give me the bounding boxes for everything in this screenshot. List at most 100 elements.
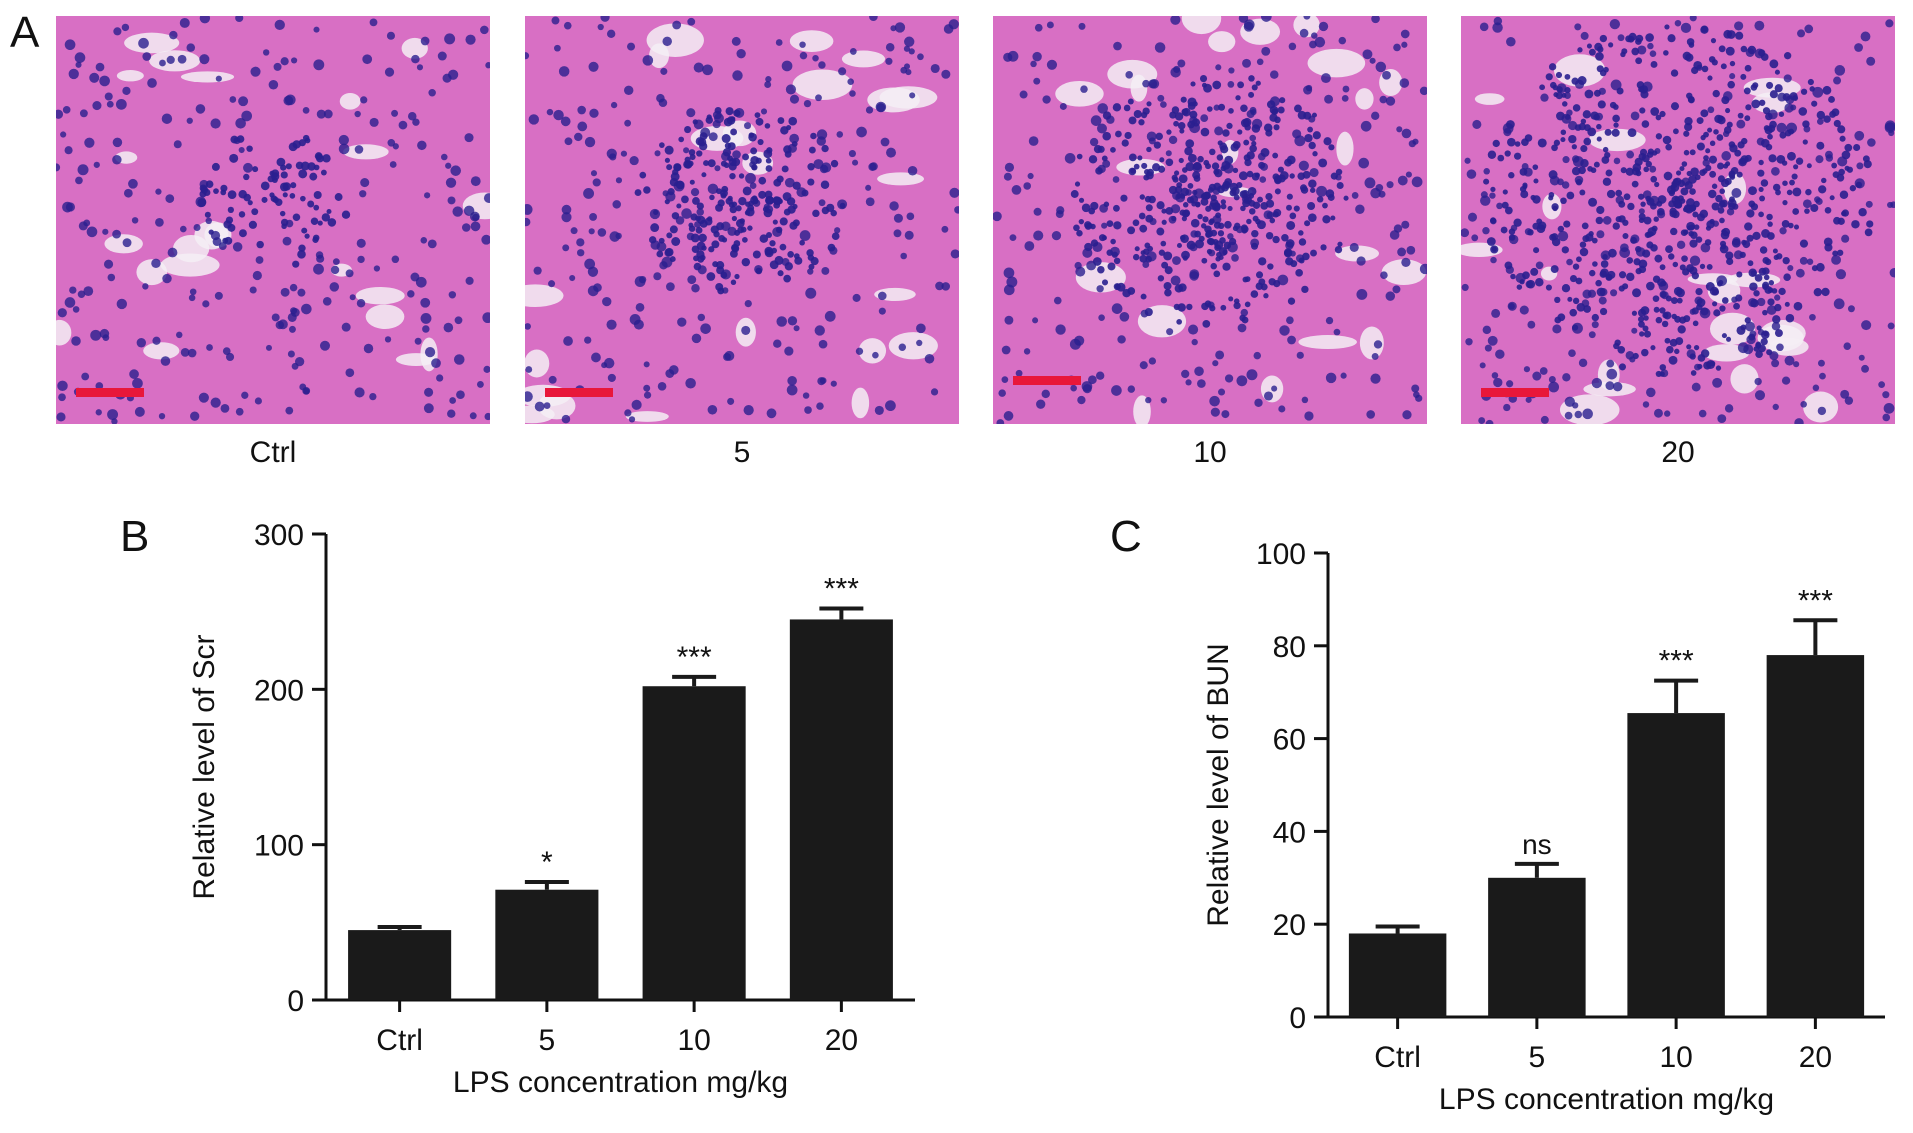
nucleus — [1027, 172, 1034, 180]
nucleus — [1606, 368, 1618, 380]
nucleus — [1396, 126, 1403, 133]
tubule-lumen — [143, 342, 180, 360]
nucleus — [1712, 377, 1723, 388]
nucleus — [302, 107, 310, 114]
infiltrate-nucleus — [1483, 178, 1490, 185]
nucleus — [1271, 385, 1278, 392]
infiltrate-nucleus — [1650, 107, 1660, 116]
nucleus — [384, 336, 392, 343]
infiltrate-nucleus — [1596, 287, 1606, 297]
nucleus — [1638, 208, 1645, 215]
infiltrate-nucleus — [1788, 128, 1795, 135]
infiltrate-nucleus — [1301, 285, 1309, 294]
nucleus — [1578, 358, 1588, 368]
infiltrate-nucleus — [1751, 99, 1761, 109]
infiltrate-nucleus — [733, 109, 741, 117]
nucleus — [736, 48, 746, 59]
nucleus — [93, 161, 100, 168]
infiltrate-nucleus — [742, 186, 752, 196]
nucleus — [338, 143, 350, 155]
infiltrate-nucleus — [1274, 188, 1281, 195]
infiltrate-nucleus — [1774, 69, 1780, 75]
nucleus — [1609, 18, 1621, 30]
nucleus — [369, 117, 379, 127]
infiltrate-nucleus — [1638, 265, 1647, 274]
infiltrate-nucleus — [1689, 224, 1695, 230]
nucleus — [158, 412, 166, 420]
infiltrate-nucleus — [1173, 303, 1181, 311]
infiltrate-nucleus — [1177, 121, 1186, 130]
infiltrate-nucleus — [807, 163, 815, 171]
tubule-lumen — [56, 319, 72, 346]
infiltrate-nucleus — [1635, 34, 1644, 43]
nucleus — [1478, 417, 1486, 424]
infiltrate-nucleus — [727, 195, 733, 201]
infiltrate-nucleus — [1631, 310, 1638, 316]
infiltrate-nucleus — [1689, 266, 1698, 275]
nucleus — [1101, 222, 1108, 229]
infiltrate-nucleus — [1232, 167, 1239, 174]
nucleus — [232, 242, 243, 252]
infiltrate-nucleus — [1309, 187, 1316, 193]
scale-bar — [76, 388, 144, 397]
infiltrate-nucleus — [197, 198, 207, 208]
nucleus — [1776, 343, 1784, 352]
infiltrate-nucleus — [1140, 293, 1147, 300]
infiltrate-nucleus — [1318, 158, 1328, 168]
infiltrate-nucleus — [1115, 130, 1122, 138]
infiltrate-nucleus — [1603, 66, 1609, 73]
infiltrate-nucleus — [653, 209, 659, 215]
nucleus — [1030, 60, 1037, 68]
y-tick-label: 0 — [287, 985, 304, 1018]
infiltrate-nucleus — [1277, 166, 1285, 173]
infiltrate-nucleus — [764, 190, 773, 199]
nucleus — [484, 412, 490, 421]
infiltrate-nucleus — [230, 135, 239, 144]
nucleus — [391, 255, 400, 264]
infiltrate-nucleus — [1758, 49, 1766, 57]
nucleus — [749, 182, 757, 190]
infiltrate-nucleus — [1838, 168, 1845, 176]
infiltrate-nucleus — [1733, 302, 1740, 310]
nucleus — [1221, 410, 1230, 419]
nucleus — [836, 131, 844, 138]
nucleus — [1231, 254, 1239, 262]
infiltrate-nucleus — [1632, 288, 1642, 298]
infiltrate-nucleus — [772, 219, 778, 225]
infiltrate-nucleus — [1664, 24, 1670, 30]
nucleus — [1772, 403, 1779, 411]
infiltrate-nucleus — [1829, 110, 1837, 118]
infiltrate-nucleus — [1782, 180, 1788, 186]
infiltrate-nucleus — [1166, 129, 1172, 135]
y-tick-label: 100 — [1256, 538, 1306, 571]
tubule-lumen — [1055, 80, 1104, 107]
infiltrate-nucleus — [1740, 45, 1748, 53]
nucleus — [1166, 328, 1174, 336]
infiltrate-nucleus — [788, 116, 798, 126]
nucleus — [480, 25, 489, 35]
infiltrate-nucleus — [1763, 331, 1769, 337]
nucleus — [577, 249, 585, 257]
infiltrate-nucleus — [1760, 337, 1768, 346]
nucleus — [1303, 85, 1313, 95]
infiltrate-nucleus — [1655, 114, 1662, 121]
nucleus — [1033, 207, 1042, 216]
nucleus — [834, 227, 841, 234]
infiltrate-nucleus — [227, 206, 234, 214]
nucleus — [712, 120, 721, 129]
infiltrate-nucleus — [1755, 342, 1762, 349]
nucleus — [1884, 120, 1895, 132]
nucleus — [1212, 360, 1219, 367]
nucleus — [252, 270, 262, 281]
nucleus — [1779, 227, 1787, 235]
infiltrate-nucleus — [711, 240, 720, 249]
infiltrate-nucleus — [1133, 109, 1142, 119]
nucleus — [1380, 271, 1388, 280]
infiltrate-nucleus — [1564, 114, 1571, 120]
nucleus — [525, 203, 533, 215]
infiltrate-nucleus — [1555, 71, 1563, 79]
infiltrate-nucleus — [759, 234, 769, 243]
infiltrate-nucleus — [664, 247, 674, 257]
infiltrate-nucleus — [1286, 220, 1296, 230]
nucleus — [1243, 19, 1255, 30]
